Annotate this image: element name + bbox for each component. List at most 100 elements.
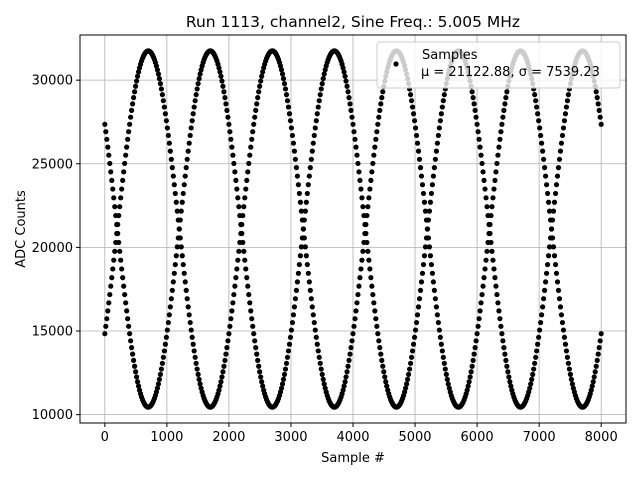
sample-point: [470, 357, 476, 363]
sample-point: [341, 69, 347, 75]
sample-point: [433, 148, 439, 154]
sample-point: [374, 323, 380, 329]
sample-point: [157, 81, 164, 87]
sample-point: [367, 266, 373, 272]
sample-point: [183, 287, 189, 293]
sample-point: [316, 354, 322, 360]
sample-point: [239, 230, 245, 237]
sample-point: [553, 270, 560, 276]
sample-point: [128, 114, 134, 120]
sample-point: [381, 369, 387, 375]
sample-point: [285, 104, 292, 110]
sample-point: [533, 98, 539, 104]
sample-point: [555, 165, 562, 171]
sample-point: [319, 81, 325, 87]
sample-point: [483, 195, 489, 201]
sample-point: [126, 323, 132, 329]
sample-point: [422, 244, 429, 250]
sample-point: [317, 360, 323, 366]
sample-point: [377, 107, 383, 113]
sample-point: [489, 248, 495, 254]
sample-point: [545, 253, 552, 259]
sample-point: [303, 199, 309, 205]
sample-point: [427, 199, 434, 205]
sample-point: [286, 111, 293, 117]
sample-point: [593, 89, 599, 95]
sample-point: [357, 275, 363, 281]
sample-point: [476, 136, 482, 142]
sample-point: [133, 374, 140, 380]
sample-point: [130, 351, 136, 357]
sample-point: [532, 360, 538, 366]
sample-point: [216, 65, 222, 71]
y-tick-label: 30000: [32, 74, 73, 89]
sample-point: [564, 98, 571, 104]
sample-point: [427, 253, 434, 259]
sample-point: [132, 83, 139, 89]
sample-point: [278, 385, 285, 391]
sample-point: [253, 107, 259, 113]
sample-point: [479, 291, 485, 298]
sample-point: [345, 89, 351, 95]
sample-point: [293, 165, 300, 171]
sample-point: [416, 156, 423, 162]
sample-point: [367, 186, 373, 192]
sample-point: [118, 195, 124, 201]
sample-point: [370, 160, 376, 167]
sample-point: [473, 338, 479, 344]
sample-point: [302, 244, 308, 250]
sample-point: [117, 204, 123, 210]
sample-point: [496, 308, 502, 314]
sample-point: [284, 98, 291, 104]
sample-point: [493, 283, 499, 289]
sample-point: [347, 101, 353, 107]
sample-point: [174, 244, 180, 250]
sample-point: [535, 111, 541, 117]
sample-point: [357, 177, 363, 183]
sample-point: [314, 341, 320, 347]
sample-point: [597, 114, 603, 120]
sample-point: [122, 160, 128, 167]
sample-point: [355, 291, 361, 298]
sample-point: [440, 98, 446, 104]
sample-point: [221, 89, 227, 95]
legend-box: [376, 41, 621, 89]
sample-point: [588, 387, 594, 393]
sample-point: [343, 374, 349, 380]
sample-point: [482, 186, 488, 192]
sample-point: [431, 287, 437, 293]
sample-point: [413, 132, 420, 139]
sample-point: [563, 348, 570, 354]
sample-point: [416, 296, 423, 302]
sample-point: [435, 132, 441, 139]
sample-point: [311, 319, 317, 326]
axis-ticks: 0 1000 2000 3000 4000 5000 6000 7000 8000 10000 15…: [32, 74, 618, 445]
sample-point: [315, 348, 321, 354]
sample-point: [421, 253, 428, 259]
sample-point: [115, 230, 121, 237]
sample-point: [497, 316, 503, 322]
sample-point: [535, 341, 541, 347]
sample-point: [296, 190, 302, 197]
sample-point: [184, 156, 190, 162]
sample-point: [195, 81, 201, 87]
sample-point: [122, 291, 128, 298]
sample-point: [372, 308, 378, 314]
sample-point: [500, 338, 506, 344]
sample-point: [193, 92, 199, 98]
sample-point: [563, 104, 570, 110]
sample-point: [412, 327, 419, 333]
sample-point: [290, 140, 297, 146]
sample-point: [366, 257, 372, 263]
sample-point: [158, 366, 164, 372]
sample-point: [352, 316, 358, 322]
sample-point: [120, 177, 126, 183]
sample-point: [598, 331, 604, 337]
x-tick-label: 8000: [585, 430, 618, 445]
sample-point: [223, 101, 229, 107]
y-tick-label: 20000: [32, 241, 73, 256]
sample-point: [135, 69, 142, 75]
sample-point: [430, 173, 437, 179]
sample-point: [467, 374, 473, 380]
sample-point: [370, 291, 376, 298]
